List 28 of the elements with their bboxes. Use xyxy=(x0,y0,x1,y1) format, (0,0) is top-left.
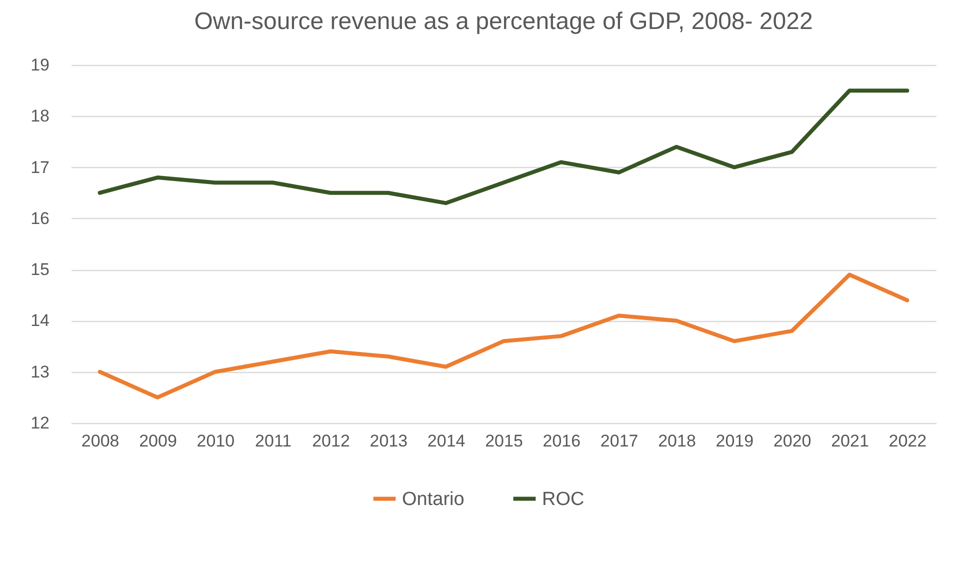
legend-label: Ontario xyxy=(402,488,464,510)
x-tick-label: 2022 xyxy=(888,432,927,450)
y-tick-label: 13 xyxy=(30,362,50,382)
legend-label: ROC xyxy=(542,488,584,510)
x-tick-label: 2019 xyxy=(716,432,754,450)
x-tick-label: 2018 xyxy=(658,432,696,450)
x-tick-label: 2011 xyxy=(255,432,292,450)
x-tick-label: 2012 xyxy=(312,432,350,450)
y-tick-label: 17 xyxy=(30,158,50,177)
x-tick-label: 2010 xyxy=(196,432,235,450)
x-tick-label: 2014 xyxy=(427,432,466,450)
x-tick-label: 2021 xyxy=(831,432,869,450)
y-tick-label: 18 xyxy=(30,106,50,126)
x-tick-label: 2015 xyxy=(485,432,523,450)
x-tick-label: 2013 xyxy=(370,432,408,450)
y-tick-label: 14 xyxy=(30,311,50,330)
y-tick-label: 16 xyxy=(30,208,50,228)
y-tick-label: 19 xyxy=(30,56,50,74)
x-tick-label: 2020 xyxy=(773,432,812,450)
x-tick-label: 2008 xyxy=(81,432,120,450)
x-tick-label: 2009 xyxy=(139,432,177,450)
y-tick-label: 15 xyxy=(30,260,50,280)
chart-title: Own-source revenue as a percentage of GDP, 2008- 2022 xyxy=(194,8,813,35)
line-series xyxy=(98,272,910,400)
line-series xyxy=(98,88,910,206)
x-tick-label: 2017 xyxy=(600,432,638,450)
y-tick-label: 12 xyxy=(30,414,50,432)
x-tick-label: 2016 xyxy=(542,432,581,450)
